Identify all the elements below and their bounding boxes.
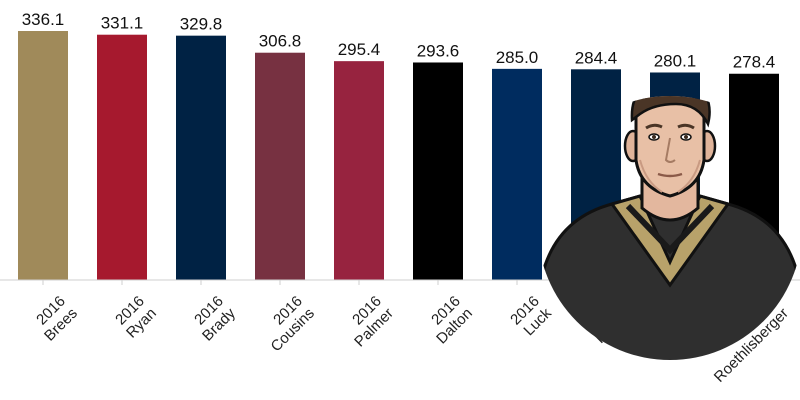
- x-axis-tick-label: 2016Ryan: [111, 293, 160, 342]
- x-axis-tick-label: 2016Palmer: [339, 293, 397, 351]
- x-axis-tick-label: 2016Brees: [29, 293, 81, 345]
- bar: [255, 52, 305, 280]
- bar: [97, 34, 147, 280]
- bar-value-label: 306.8: [259, 32, 302, 51]
- player-portrait-icon: [538, 96, 800, 360]
- bar: [18, 31, 68, 280]
- bar-value-label: 280.1: [654, 51, 697, 70]
- bar-value-label: 285.0: [496, 48, 539, 67]
- x-axis-tick-label: 2016Dalton: [421, 293, 476, 348]
- value-labels-group: 336.1 331.1 329.8 306.8 295.4 293.6 285.0 284.4…: [22, 10, 776, 72]
- bar-value-label: 278.4: [733, 53, 776, 72]
- bar-value-label: 336.1: [22, 10, 65, 29]
- bar: [176, 35, 226, 281]
- bar-value-label: 331.1: [101, 14, 144, 33]
- x-axis-tick-label: 2016Luck: [507, 292, 555, 340]
- bar-value-label: 329.8: [180, 15, 223, 34]
- bar: [334, 61, 384, 280]
- bar: [492, 68, 542, 280]
- bar-value-label: 284.4: [575, 48, 618, 67]
- bar: [413, 62, 463, 281]
- bar-value-label: 293.6: [417, 41, 460, 60]
- x-axis-tick-label: 2016Brady: [187, 292, 239, 344]
- x-axis-tick-label: 2016Cousins: [255, 293, 317, 355]
- bar-value-label: 295.4: [338, 40, 381, 59]
